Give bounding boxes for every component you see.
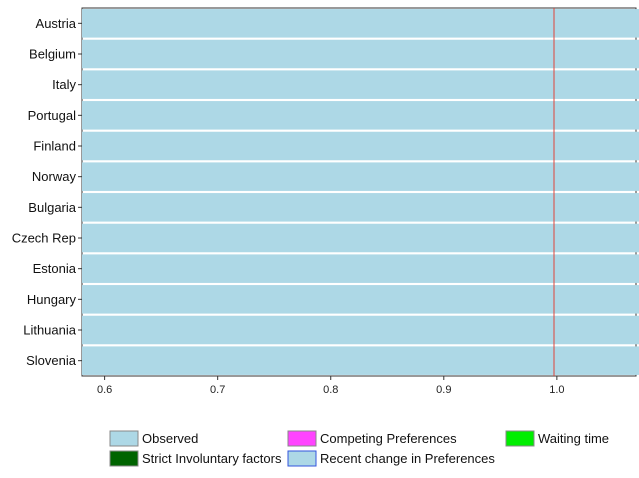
legend-item-waiting-time: Waiting time — [505, 430, 609, 447]
category-label-slovenia: Slovenia — [26, 353, 77, 368]
legend: Observed Competing Preferences Waiting tim… — [109, 430, 609, 467]
x-tick-label: 1.0 — [549, 384, 564, 396]
legend-label: Recent change in Preferences — [320, 451, 495, 466]
category-label-lithuania: Lithuania — [23, 323, 77, 338]
category-label-italy: Italy — [52, 77, 76, 92]
bar-segment-portugal-observed — [82, 101, 639, 130]
bar-segment-slovenia-observed — [82, 346, 639, 375]
category-label-hungary: Hungary — [27, 292, 77, 307]
plot-panel — [81, 7, 637, 377]
category-labels: Austria Belgium Italy Portugal Finland Norway… — [12, 16, 82, 368]
category-label-bulgaria: Bulgaria — [28, 200, 76, 215]
category-label-belgium: Belgium — [29, 47, 76, 62]
category-label-estonia: Estonia — [33, 261, 77, 276]
legend-item-strict-involuntary-factors: Strict Involuntary factors — [109, 450, 282, 467]
legend-swatch — [109, 450, 139, 467]
legend-label: Observed — [142, 431, 198, 446]
bar-segment-belgium-observed — [82, 39, 639, 69]
bar-segment-hungary-observed — [82, 285, 639, 314]
x-tick-label: 0.7 — [210, 384, 225, 396]
legend-item-recent-change-in-preferences: Recent change in Preferences — [287, 450, 495, 467]
legend-item-competing-preferences: Competing Preferences — [287, 430, 457, 447]
legend-swatch — [287, 450, 317, 467]
legend-swatch — [505, 430, 535, 447]
bar-segment-bulgaria-observed — [82, 193, 639, 222]
bar-segment-czech-rep-observed — [82, 223, 639, 253]
x-tick-label: 0.8 — [323, 384, 338, 396]
bar-segment-italy-observed — [82, 70, 639, 99]
category-label-austria: Austria — [36, 16, 77, 31]
category-label-norway: Norway — [32, 169, 77, 184]
legend-swatch — [109, 430, 139, 447]
category-label-finland: Finland — [33, 139, 76, 154]
legend-label: Waiting time — [538, 431, 609, 446]
legend-swatch — [287, 430, 317, 447]
bar-segment-lithuania-observed — [82, 315, 639, 345]
category-label-czech-rep: Czech Rep — [12, 231, 76, 246]
legend-item-observed: Observed — [109, 430, 198, 447]
x-axis-ticks: 0.6 0.7 0.8 0.9 1.0 — [97, 376, 565, 396]
x-tick-label: 0.9 — [436, 384, 451, 396]
category-label-portugal: Portugal — [28, 108, 77, 123]
bar-segment-estonia-observed — [82, 254, 639, 283]
x-tick-label: 0.6 — [97, 384, 112, 396]
legend-label: Competing Preferences — [320, 431, 457, 446]
bars-group — [82, 9, 639, 375]
bar-segment-finland-observed — [82, 131, 639, 161]
legend-label: Strict Involuntary factors — [142, 451, 282, 466]
bar-segment-austria-observed — [82, 9, 639, 38]
bar-segment-norway-observed — [82, 162, 639, 191]
